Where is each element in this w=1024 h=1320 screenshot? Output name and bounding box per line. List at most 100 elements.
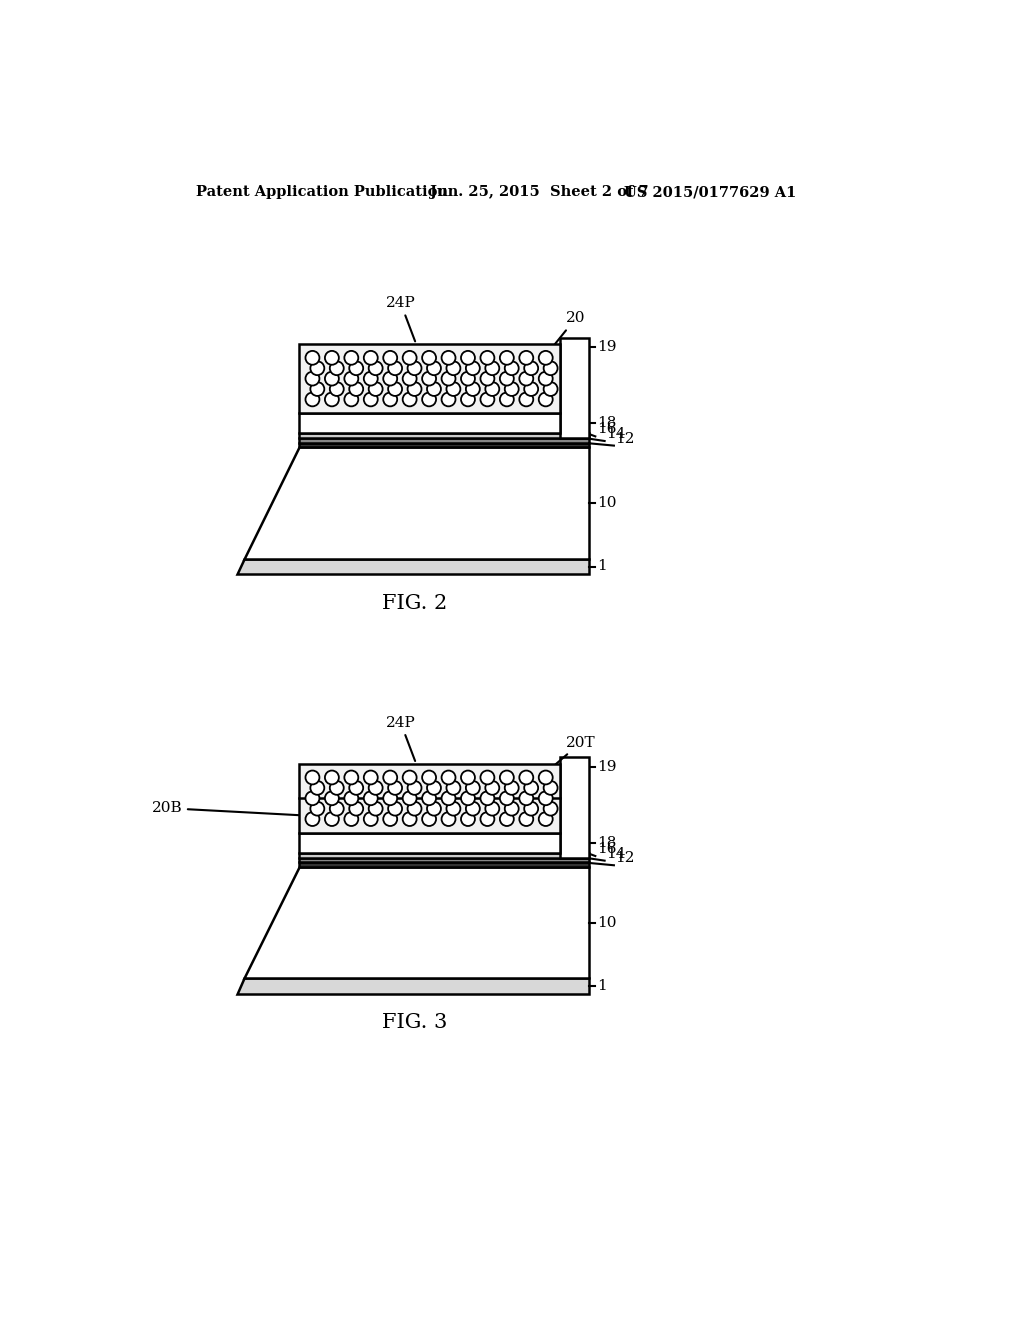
Circle shape xyxy=(422,812,436,826)
Circle shape xyxy=(441,392,456,407)
Circle shape xyxy=(461,792,475,805)
Circle shape xyxy=(344,372,358,385)
Circle shape xyxy=(539,812,553,826)
Circle shape xyxy=(519,771,534,784)
Text: 14: 14 xyxy=(606,426,626,441)
Circle shape xyxy=(500,792,514,805)
Circle shape xyxy=(539,372,553,385)
Text: 20B: 20B xyxy=(152,801,311,816)
Circle shape xyxy=(349,381,364,396)
Circle shape xyxy=(325,351,339,364)
Circle shape xyxy=(408,381,422,396)
Circle shape xyxy=(441,792,456,805)
Circle shape xyxy=(402,812,417,826)
Circle shape xyxy=(441,812,456,826)
Circle shape xyxy=(461,812,475,826)
Circle shape xyxy=(364,351,378,364)
Polygon shape xyxy=(237,558,589,574)
Circle shape xyxy=(466,781,480,795)
Circle shape xyxy=(539,351,553,364)
Circle shape xyxy=(369,801,383,816)
Text: 14: 14 xyxy=(606,846,626,861)
Circle shape xyxy=(461,372,475,385)
Text: 19: 19 xyxy=(597,341,616,354)
Circle shape xyxy=(369,781,383,795)
Polygon shape xyxy=(299,862,589,867)
Polygon shape xyxy=(560,338,589,438)
Circle shape xyxy=(480,372,495,385)
Polygon shape xyxy=(299,345,560,413)
Circle shape xyxy=(330,781,344,795)
Circle shape xyxy=(505,362,519,375)
Circle shape xyxy=(500,771,514,784)
Circle shape xyxy=(383,812,397,826)
Circle shape xyxy=(369,381,383,396)
Circle shape xyxy=(461,392,475,407)
Circle shape xyxy=(310,801,325,816)
Circle shape xyxy=(500,351,514,364)
Circle shape xyxy=(441,351,456,364)
Circle shape xyxy=(383,771,397,784)
Circle shape xyxy=(344,812,358,826)
Polygon shape xyxy=(237,978,589,994)
Circle shape xyxy=(364,372,378,385)
Polygon shape xyxy=(244,867,589,978)
Circle shape xyxy=(519,792,534,805)
Polygon shape xyxy=(299,433,589,438)
Circle shape xyxy=(422,792,436,805)
Circle shape xyxy=(446,381,461,396)
Circle shape xyxy=(539,392,553,407)
Circle shape xyxy=(349,801,364,816)
Circle shape xyxy=(544,362,558,375)
Circle shape xyxy=(325,372,339,385)
Text: 19: 19 xyxy=(597,760,616,774)
Circle shape xyxy=(402,351,417,364)
Circle shape xyxy=(402,771,417,784)
Circle shape xyxy=(383,351,397,364)
Circle shape xyxy=(344,351,358,364)
Circle shape xyxy=(364,392,378,407)
Polygon shape xyxy=(560,758,589,858)
Polygon shape xyxy=(299,442,589,447)
Text: 12: 12 xyxy=(615,851,635,866)
Circle shape xyxy=(466,362,480,375)
Circle shape xyxy=(519,812,534,826)
Circle shape xyxy=(485,362,500,375)
Circle shape xyxy=(524,362,539,375)
Circle shape xyxy=(544,781,558,795)
Circle shape xyxy=(330,362,344,375)
Circle shape xyxy=(402,392,417,407)
Circle shape xyxy=(349,781,364,795)
Text: 20T: 20T xyxy=(554,735,596,766)
Circle shape xyxy=(422,392,436,407)
Circle shape xyxy=(461,351,475,364)
Text: 10: 10 xyxy=(597,496,616,510)
Circle shape xyxy=(364,812,378,826)
Text: 16: 16 xyxy=(597,842,616,857)
Circle shape xyxy=(364,771,378,784)
Circle shape xyxy=(305,792,319,805)
Circle shape xyxy=(325,812,339,826)
Circle shape xyxy=(364,792,378,805)
Circle shape xyxy=(325,792,339,805)
Text: Jun. 25, 2015  Sheet 2 of 7: Jun. 25, 2015 Sheet 2 of 7 xyxy=(430,185,649,199)
Circle shape xyxy=(383,372,397,385)
Circle shape xyxy=(466,381,480,396)
Polygon shape xyxy=(299,438,589,442)
Circle shape xyxy=(422,771,436,784)
Circle shape xyxy=(422,351,436,364)
Circle shape xyxy=(310,781,325,795)
Text: FIG. 2: FIG. 2 xyxy=(382,594,447,612)
Circle shape xyxy=(388,362,402,375)
Text: 18: 18 xyxy=(597,416,616,430)
Circle shape xyxy=(408,781,422,795)
Circle shape xyxy=(310,362,325,375)
Circle shape xyxy=(305,351,319,364)
Text: 10: 10 xyxy=(597,916,616,929)
Polygon shape xyxy=(299,833,560,853)
Polygon shape xyxy=(299,858,589,862)
Text: 18: 18 xyxy=(597,836,616,850)
Circle shape xyxy=(485,781,500,795)
Circle shape xyxy=(480,812,495,826)
Circle shape xyxy=(344,792,358,805)
